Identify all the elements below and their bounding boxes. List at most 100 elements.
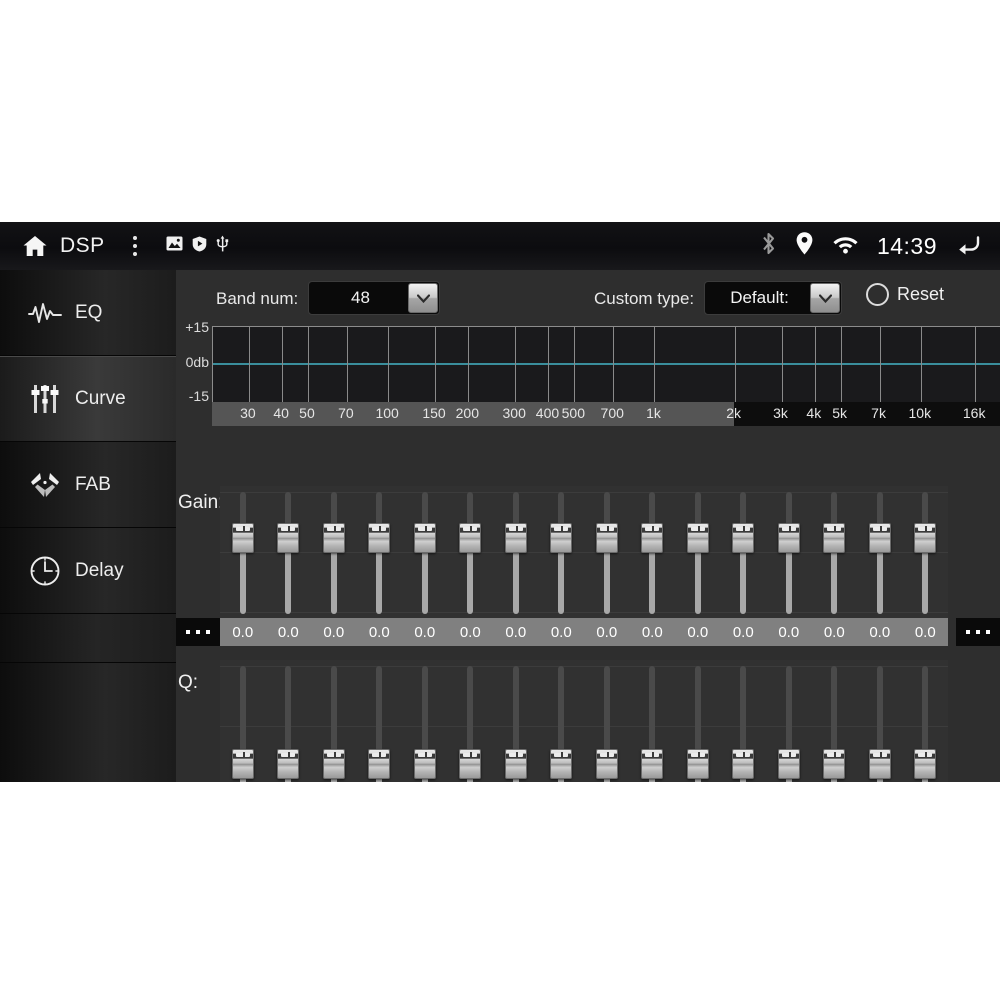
gain-slider[interactable]: [630, 486, 676, 618]
gain-slider[interactable]: [584, 486, 630, 618]
slider-handle[interactable]: [550, 523, 573, 553]
slider-handle-notch: [918, 752, 933, 758]
gain-slider[interactable]: [266, 486, 312, 618]
sidebar-item-delay[interactable]: Delay: [0, 528, 176, 614]
slider-handle[interactable]: [504, 749, 527, 779]
slider-handle[interactable]: [231, 523, 254, 553]
slider-handle[interactable]: [504, 523, 527, 553]
slider-handle[interactable]: [413, 749, 436, 779]
slider-handle[interactable]: [459, 749, 482, 779]
slider-track-lower: [694, 548, 701, 614]
gain-slider[interactable]: [721, 486, 767, 618]
gain-slider[interactable]: [903, 486, 949, 618]
slider-handle-notch: [281, 526, 296, 532]
gain-slider[interactable]: [675, 486, 721, 618]
slider-handle[interactable]: [322, 523, 345, 553]
gain-slider[interactable]: [357, 486, 403, 618]
slider-handle[interactable]: [914, 749, 937, 779]
slider-handle[interactable]: [550, 749, 573, 779]
home-icon[interactable]: [22, 234, 48, 258]
graph-gridline: [781, 327, 783, 402]
slider-handle[interactable]: [277, 749, 300, 779]
slider-handle[interactable]: [777, 749, 800, 779]
chevron-down-icon[interactable]: [408, 283, 438, 313]
slider-handle[interactable]: [823, 523, 846, 553]
frequency-tick-label: 100: [375, 405, 399, 421]
q-slider[interactable]: [220, 660, 266, 782]
q-slider[interactable]: [584, 660, 630, 782]
gain-slider[interactable]: [766, 486, 812, 618]
gain-slider[interactable]: [857, 486, 903, 618]
q-slider[interactable]: [357, 660, 403, 782]
q-slider[interactable]: [766, 660, 812, 782]
location-pin-icon[interactable]: [795, 231, 814, 261]
slider-handle[interactable]: [413, 523, 436, 553]
gain-slider[interactable]: [448, 486, 494, 618]
slider-handle[interactable]: [459, 523, 482, 553]
q-slider[interactable]: [812, 660, 858, 782]
q-slider[interactable]: [402, 660, 448, 782]
slider-handle[interactable]: [368, 523, 391, 553]
band-num-select[interactable]: 48: [308, 281, 440, 315]
slider-handle[interactable]: [914, 523, 937, 553]
custom-type-select[interactable]: Default:: [704, 281, 842, 315]
q-slider[interactable]: [311, 660, 357, 782]
slider-handle-notch: [554, 752, 569, 758]
q-slider-area[interactable]: [220, 660, 948, 782]
slider-handle[interactable]: [686, 523, 709, 553]
chevron-down-icon[interactable]: [810, 283, 840, 313]
eq-curve-graph[interactable]: [212, 326, 1000, 402]
sidebar-item-label: FAB: [75, 473, 111, 495]
frequency-tick-label: 300: [502, 405, 526, 421]
q-slider[interactable]: [493, 660, 539, 782]
slider-handle[interactable]: [732, 749, 755, 779]
slider-handle[interactable]: [277, 523, 300, 553]
gain-slider[interactable]: [812, 486, 858, 618]
slider-handle[interactable]: [868, 523, 891, 553]
slider-handle[interactable]: [322, 749, 345, 779]
sidebar-item-fab[interactable]: FAB: [0, 442, 176, 528]
sidebar-item-curve[interactable]: Curve: [0, 356, 176, 442]
slider-track-lower: [376, 548, 383, 614]
slider-handle[interactable]: [641, 749, 664, 779]
frequency-axis-highlight: [212, 402, 734, 426]
gain-slider[interactable]: [402, 486, 448, 618]
q-slider[interactable]: [675, 660, 721, 782]
slider-handle-notch: [417, 526, 432, 532]
gain-overflow-left[interactable]: [176, 618, 220, 646]
slider-handle[interactable]: [231, 749, 254, 779]
bluetooth-icon[interactable]: [760, 231, 777, 261]
slider-track-lower: [421, 548, 428, 614]
q-slider[interactable]: [903, 660, 949, 782]
slider-handle[interactable]: [732, 523, 755, 553]
slider-handle[interactable]: [368, 749, 391, 779]
gain-slider[interactable]: [539, 486, 585, 618]
q-slider[interactable]: [857, 660, 903, 782]
slider-handle[interactable]: [595, 749, 618, 779]
slider-handle[interactable]: [777, 523, 800, 553]
frequency-tick-label: 70: [338, 405, 354, 421]
kebab-menu-icon[interactable]: [122, 233, 148, 259]
slider-handle[interactable]: [823, 749, 846, 779]
slider-handle[interactable]: [868, 749, 891, 779]
gain-slider[interactable]: [311, 486, 357, 618]
slider-handle[interactable]: [595, 523, 618, 553]
slider-handle[interactable]: [686, 749, 709, 779]
slider-handle[interactable]: [641, 523, 664, 553]
q-slider[interactable]: [266, 660, 312, 782]
slider-handle-notch: [281, 752, 296, 758]
back-icon[interactable]: [955, 233, 980, 260]
reset-button[interactable]: Reset: [866, 283, 944, 306]
q-slider[interactable]: [539, 660, 585, 782]
gain-overflow-right[interactable]: [956, 618, 1000, 646]
q-slider[interactable]: [448, 660, 494, 782]
gain-slider[interactable]: [493, 486, 539, 618]
gain-slider-area[interactable]: [220, 486, 948, 618]
sidebar-item-eq[interactable]: EQ: [0, 270, 176, 356]
graph-gridline: [879, 327, 881, 402]
gain-slider[interactable]: [220, 486, 266, 618]
q-slider[interactable]: [630, 660, 676, 782]
slider-handle-notch: [372, 752, 387, 758]
wifi-icon[interactable]: [832, 233, 859, 259]
q-slider[interactable]: [721, 660, 767, 782]
